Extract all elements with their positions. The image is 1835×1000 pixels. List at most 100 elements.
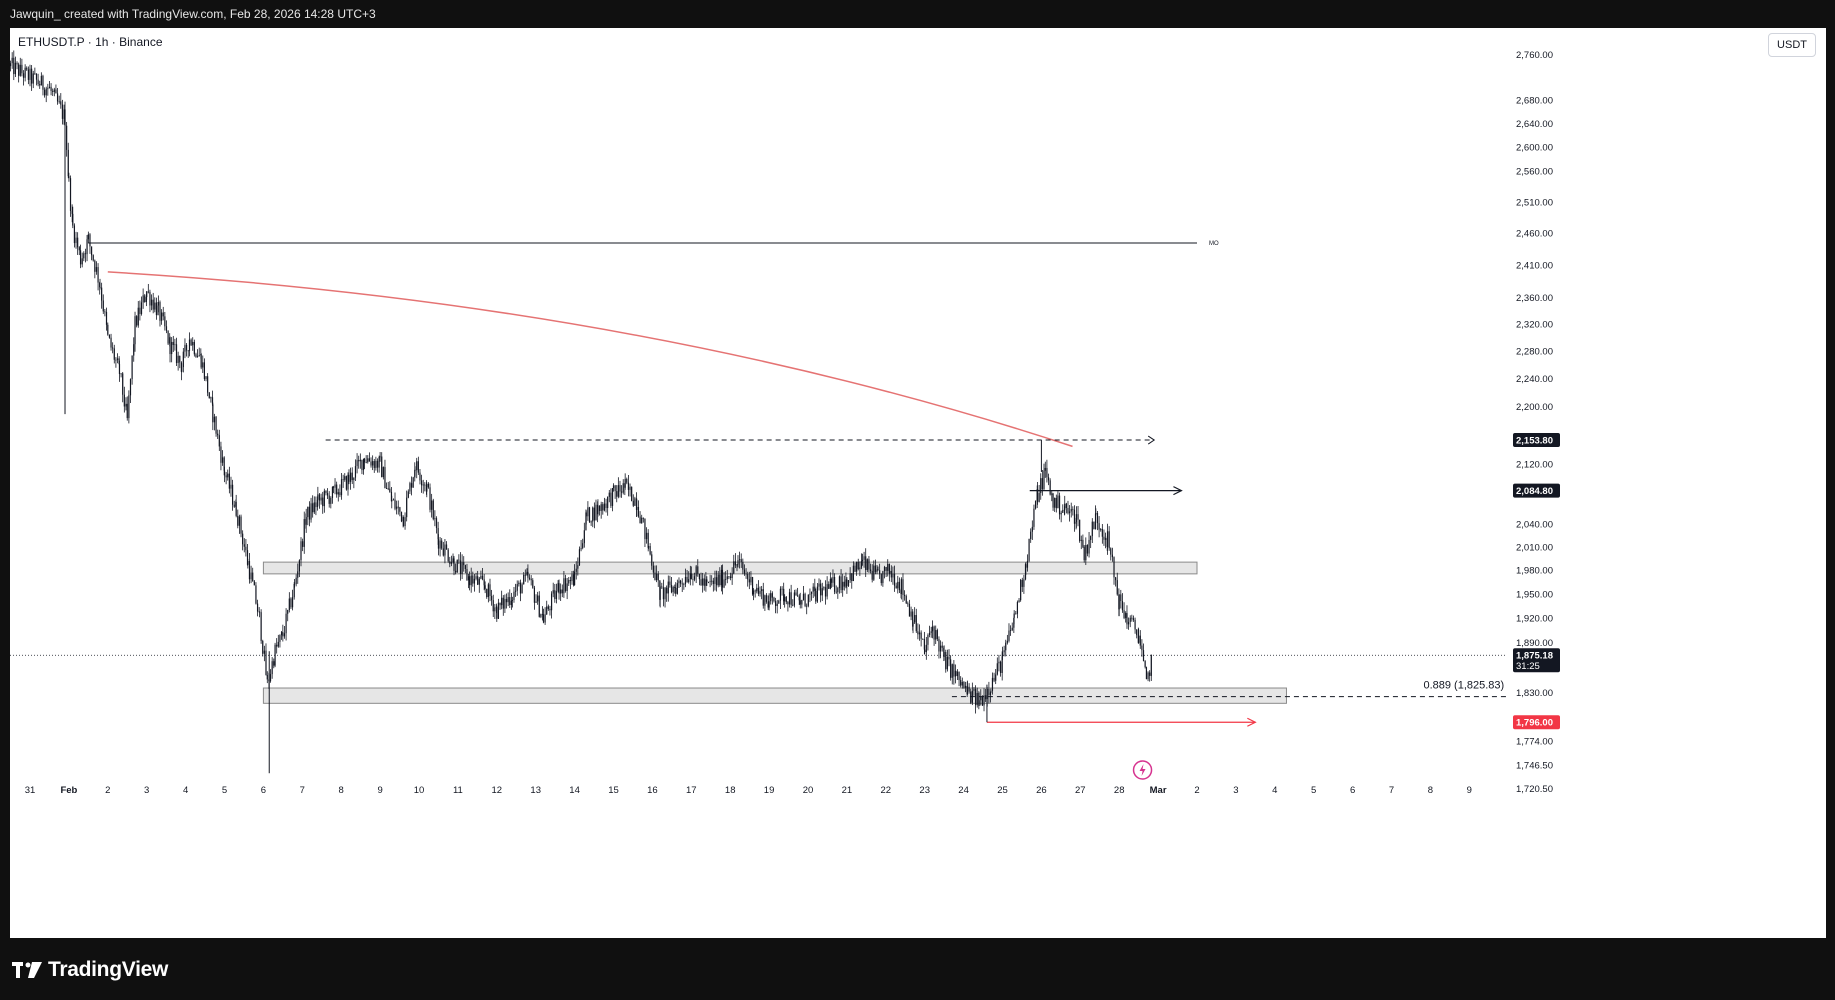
candle-body: [362, 458, 365, 471]
candle-body: [308, 506, 311, 520]
candle-body: [105, 311, 108, 325]
candle-body: [731, 573, 733, 579]
price-chart[interactable]: MO 0.889 (1,825.83) 2,760.00 2,680.00 2,640.…: [10, 28, 1826, 938]
candle-body: [162, 312, 164, 317]
candle-body: [445, 544, 448, 550]
candle-body: [237, 515, 239, 526]
candle-body: [320, 497, 322, 501]
candle-body: [1129, 617, 1131, 622]
candle-body: [129, 379, 132, 396]
candle-body: [97, 267, 99, 283]
candle-body: [115, 359, 117, 361]
candle-body: [279, 635, 281, 642]
candle-body: [347, 474, 349, 490]
candle-body: [624, 478, 626, 488]
candle-body: [154, 302, 156, 310]
candle-body: [489, 584, 491, 596]
candle-body: [554, 590, 556, 600]
candle-body: [368, 458, 371, 462]
candle-body: [684, 576, 687, 585]
candle-body: [212, 404, 214, 423]
candle-body: [510, 600, 512, 605]
candle-body: [578, 549, 581, 566]
candle-body: [639, 516, 641, 524]
tradingview-logo[interactable]: TradingView: [12, 958, 168, 982]
candle-body: [743, 569, 746, 574]
candle-body: [924, 649, 926, 653]
candle-body: [693, 576, 696, 580]
candle-body: [866, 559, 868, 570]
candle-body: [509, 597, 511, 605]
red-arrow-head: [1247, 717, 1257, 727]
candle-body: [634, 498, 636, 506]
candle-body: [690, 573, 692, 579]
y-tick-label: 2,680.00: [1516, 95, 1553, 106]
candle-body: [203, 362, 206, 379]
candle-body: [935, 630, 937, 640]
candle-body: [568, 580, 570, 584]
candle-body: [1104, 538, 1107, 540]
candle-body: [804, 593, 806, 607]
candle-body: [75, 237, 77, 244]
candle-body: [546, 606, 548, 615]
candle-body: [1147, 672, 1149, 680]
candle-body: [1054, 497, 1056, 508]
currency-button[interactable]: USDT: [1768, 33, 1816, 57]
candle-body: [235, 501, 237, 516]
zone-1: [262, 561, 1198, 575]
x-tick-label: 6: [261, 785, 266, 796]
x-tick-label: 27: [1075, 785, 1086, 796]
candle-body: [523, 574, 525, 585]
symbol-info[interactable]: ETHUSDT.P · 1h · Binance: [18, 35, 163, 49]
candle-body: [277, 641, 279, 647]
candle-body: [220, 446, 222, 463]
candle-body: [742, 562, 744, 570]
dashed-high-arrowhead: [1147, 435, 1156, 445]
candle-body: [697, 566, 699, 574]
candle-body: [1016, 602, 1019, 614]
candle-body: [447, 549, 449, 562]
candle-body: [1058, 495, 1061, 515]
x-tick-label: 8: [339, 785, 344, 796]
candle-body: [442, 548, 444, 556]
candle-body: [142, 295, 144, 303]
candle-body: [1090, 536, 1092, 540]
y-tick-label: 2,010.00: [1516, 542, 1553, 553]
candle-body: [1121, 601, 1124, 611]
candle-body: [431, 500, 433, 510]
candle-body: [61, 104, 64, 119]
candle-body: [915, 615, 917, 632]
candle-body: [475, 576, 477, 579]
candle-body: [101, 287, 103, 301]
price-label-high: 2,153.80: [1516, 436, 1553, 447]
candle-body: [159, 302, 161, 321]
candle-body: [728, 576, 730, 578]
candle-body: [396, 506, 398, 509]
candle-body: [269, 674, 272, 682]
candle-body: [765, 595, 768, 602]
candle-body: [603, 503, 606, 511]
candle-body: [288, 598, 290, 610]
candle-body: [541, 614, 544, 615]
candle-body: [1031, 526, 1033, 532]
candle-body: [681, 583, 683, 585]
candle-body: [773, 597, 775, 602]
candle-body: [993, 677, 995, 681]
candle-body: [365, 462, 367, 464]
x-tick-label: 5: [222, 785, 227, 796]
chart-frame[interactable]: MO 0.889 (1,825.83) 2,760.00 2,680.00 2,640.…: [10, 28, 1826, 938]
candle-body: [332, 486, 335, 488]
candle-body: [18, 64, 20, 76]
candle-body: [384, 467, 386, 489]
candle-body: [893, 573, 896, 586]
candle-body: [1108, 531, 1110, 549]
candle-body: [733, 561, 735, 574]
candle-body: [134, 316, 136, 345]
candle-body: [593, 507, 595, 521]
candle-body: [502, 597, 504, 609]
y-tick-label: 1,746.50: [1516, 761, 1553, 772]
candle-body: [600, 504, 602, 511]
candle-body: [726, 576, 728, 580]
candle-body: [414, 469, 416, 471]
candle-body: [533, 587, 536, 603]
